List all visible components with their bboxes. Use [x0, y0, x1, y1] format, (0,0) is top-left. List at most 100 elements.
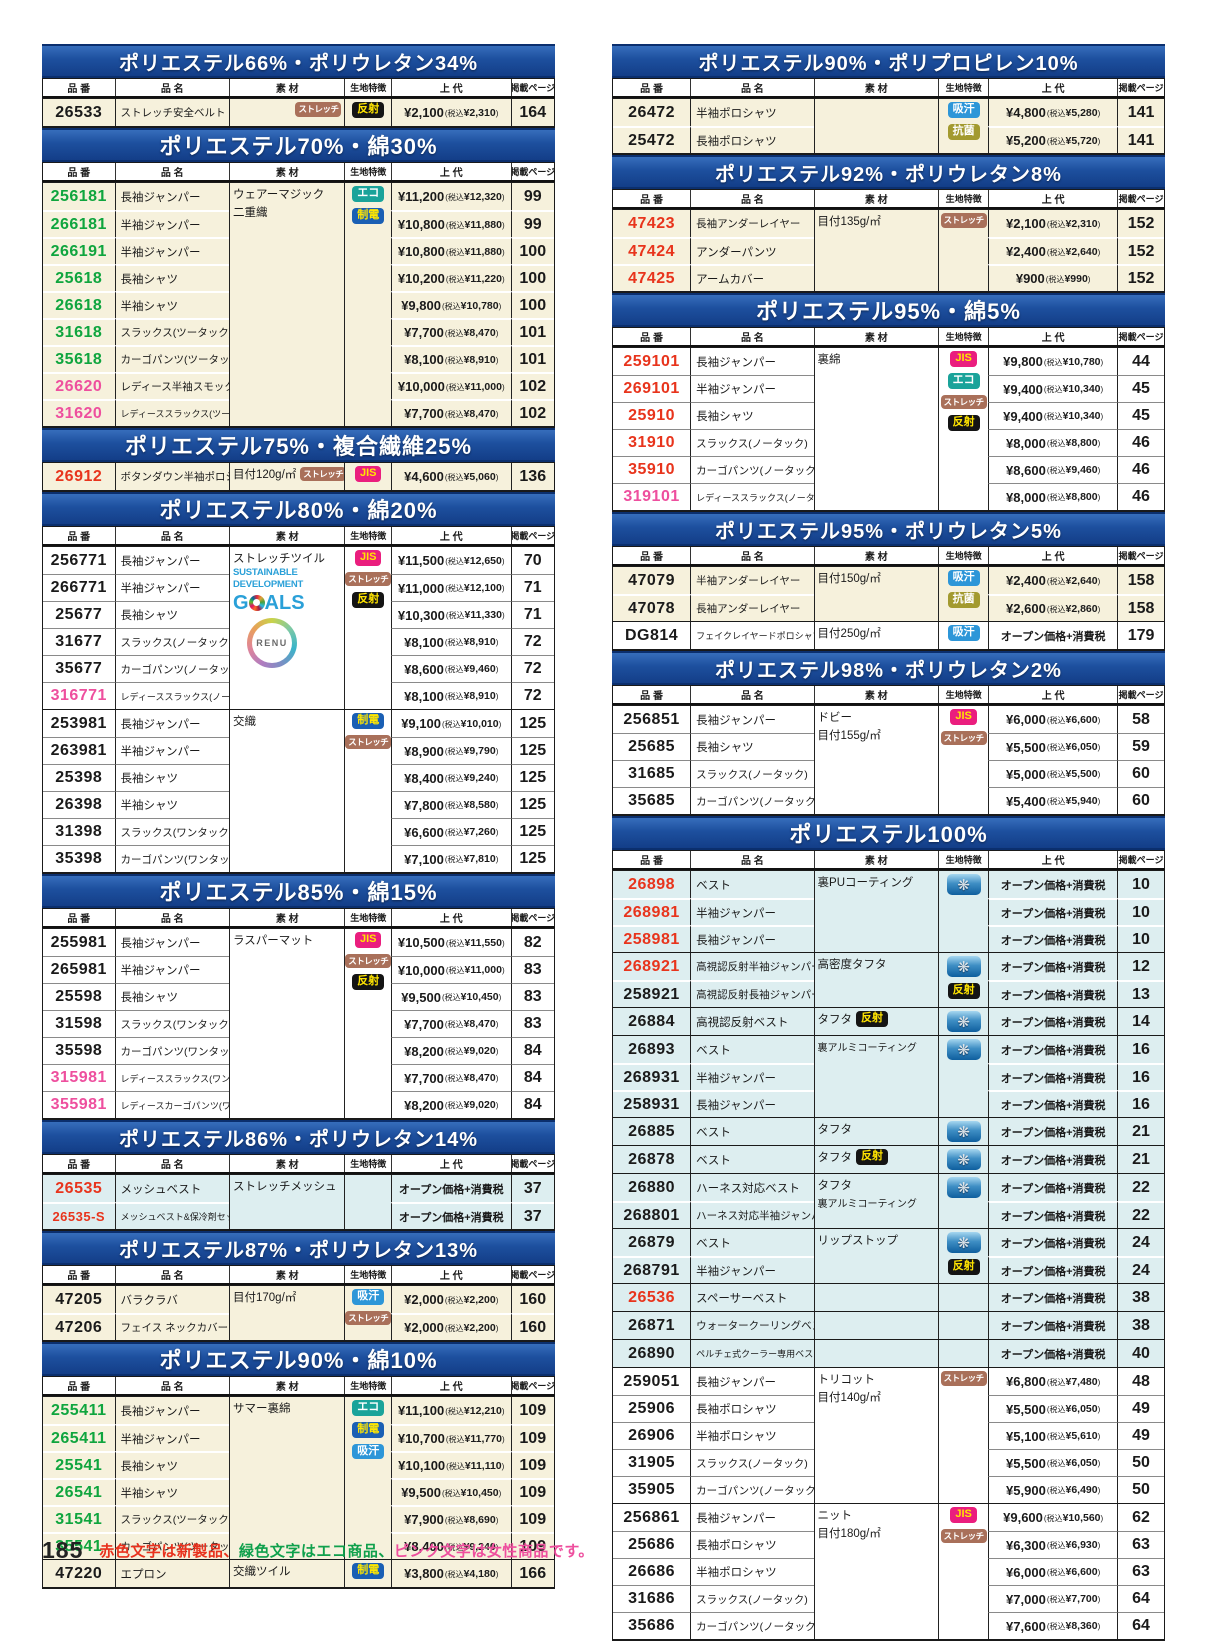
product-code: 25598	[43, 983, 115, 1010]
product-name: スペーサーベスト	[690, 1284, 814, 1311]
price-tax-included: (税込¥6,600)	[1046, 713, 1101, 726]
product-group: 目付150g/㎡ 吸汗 抗菌 47079 半袖アンダーレイヤー ¥2,400 (税込¥2,6…	[612, 566, 1165, 621]
product-code: 315981	[43, 1064, 115, 1091]
product-group: 26536 スペーサーベスト オープン価格+消費税 38	[612, 1283, 1165, 1311]
open-price-text: オープン価格+消費税	[1000, 934, 1106, 947]
column-header: 品 名	[690, 851, 813, 868]
stretch-badge: ストレッチ	[295, 102, 342, 117]
product-name: ベスト	[690, 1146, 814, 1173]
product-code: 31905	[613, 1449, 691, 1476]
product-name: カーゴパンツ(ノータック)	[690, 456, 814, 483]
product-code: 26885	[613, 1118, 691, 1145]
product-group: 目付250g/㎡ 吸汗 DG814 フェイクレイヤードポロシャツ オープン価格+消費税 1…	[612, 621, 1165, 651]
legend-segment: 緑色文字はエコ商品、	[238, 1543, 394, 1560]
product-name: カーゴパンツ(ノータック)	[690, 787, 814, 814]
price-cell: ¥9,100 (税込¥10,010)	[390, 710, 511, 737]
material-text: タフタ 反射	[818, 1011, 936, 1027]
table-header-row: 品 番 品 名素 材生地特徴上 代掲載ページ	[612, 189, 1165, 209]
product-name: レディーススラックス(ワンタック)	[114, 1064, 229, 1091]
product-group: サマー裏綿 エコ 制電 吸汗 255411 長袖ジャンパー ¥11,100 (税込¥12,21…	[42, 1396, 555, 1559]
sdg-goals-g: G	[232, 591, 249, 614]
price-main: ¥7,700	[404, 1070, 444, 1086]
product-name: 長袖シャツ	[690, 402, 814, 429]
material-line: ストレッチメッシュ	[232, 1181, 337, 1193]
price-tax-amount: ¥9,240	[463, 1540, 496, 1553]
product-name: 高視認反射長袖ジャンパー	[690, 980, 814, 1007]
price-main: ¥7,800	[404, 797, 444, 813]
sdg-logo-text: DEVELOPMENT	[232, 579, 304, 591]
product-name: 長袖シャツ	[114, 764, 229, 791]
product-name: 長袖シャツ	[114, 601, 229, 628]
page-number-cell: 160	[510, 1313, 554, 1340]
product-name: 半袖シャツ	[114, 291, 229, 318]
material-line: 裏PUコーティング	[817, 877, 914, 889]
price-tax-included: (税込¥11,110)	[446, 1459, 505, 1472]
column-header: 素 材	[813, 686, 939, 703]
column-header: 上 代	[390, 79, 511, 96]
price-main: ¥9,100	[401, 716, 441, 731]
product-code: 47425	[613, 264, 691, 291]
price-main: ¥9,600	[1003, 1510, 1043, 1525]
price-cell: ¥5,400 (税込¥5,940)	[988, 787, 1118, 814]
product-table: ポリエステル80%・綿20% 品 番 品 名素 材生地特徴上 代掲載ページ ストレッチ…	[42, 492, 555, 874]
product-group: リップストップ ❋ 反射 26879 ベスト オープン価格+消費税 24 268791 半袖ジャ…	[612, 1228, 1165, 1283]
product-code: 255981	[43, 929, 115, 956]
price-tax-included: (税込¥6,050)	[1046, 741, 1101, 753]
sweat-absorbing-badge: 吸汗	[352, 1443, 385, 1460]
product-code: 258921	[613, 980, 691, 1007]
product-code: 35910	[613, 456, 691, 483]
page-number-cell: 60	[1117, 787, 1164, 814]
material-line: ニット	[817, 1510, 853, 1522]
open-price-text: オープン価格+消費税	[1000, 1182, 1106, 1195]
price-tax-included: (税込¥11,220)	[445, 272, 505, 285]
price-cell: ¥11,100 (税込¥12,210)	[390, 1397, 511, 1424]
product-group: ラスパーマット JIS ストレッチ 反射 255981 長袖ジャンパー ¥10,500 (税込…	[42, 928, 555, 1120]
fabric-feature-badges: 吸汗	[938, 622, 989, 649]
column-header: 品 番	[67, 1160, 91, 1171]
product-name: フェイス ネックカバー	[114, 1313, 229, 1340]
price-tax-included: (税込¥8,580)	[444, 799, 499, 811]
price-tax-included: (税込¥11,880)	[445, 245, 505, 258]
material-line: サマー裏綿	[232, 1403, 291, 1415]
material-text: 目付170g/㎡	[233, 1289, 341, 1305]
column-header: 生地特徴	[344, 1155, 391, 1172]
product-code: 26912	[43, 463, 115, 490]
product-code: 31685	[613, 760, 691, 787]
column-header: 素 材	[228, 909, 344, 926]
fabric-feature-badges: ❋	[938, 871, 989, 952]
material-line: 二重織	[232, 207, 268, 219]
column-header: 品 名	[114, 79, 229, 96]
price-cell: オープン価格+消費税	[988, 1201, 1118, 1228]
price-tax-included: (税込¥5,500)	[1046, 768, 1101, 780]
price-tax-amount: ¥7,480	[1065, 1375, 1098, 1388]
product-name: 長袖ジャンパー	[690, 925, 814, 952]
antistatic-badge: 制電	[352, 713, 385, 729]
material-cell	[813, 1284, 939, 1311]
product-name: スラックス(ノータック)	[690, 1585, 814, 1612]
sweat-absorbing-badge: 吸汗	[352, 1289, 385, 1305]
product-name: アンダーパンツ	[690, 237, 814, 264]
jis-badge: JIS	[950, 1507, 977, 1523]
price-tax-included: (税込¥2,640)	[1046, 245, 1101, 258]
product-name: 長袖シャツ	[114, 264, 229, 291]
price-tax-amount: ¥9,790	[463, 745, 496, 757]
page-number-cell: 166	[510, 1560, 554, 1587]
page-number-cell: 49	[1117, 1395, 1164, 1422]
price-cell: オープン価格+消費税	[988, 622, 1118, 649]
product-name: メッシュベスト	[114, 1175, 229, 1202]
product-code: 319101	[613, 483, 691, 510]
product-table: ポリエステル66%・ポリウレタン34% 品 番 品 名素 材生地特徴上 代掲載ページ…	[42, 44, 555, 128]
price-tax-included: (税込¥7,260)	[444, 826, 499, 838]
page-number-cell: 109	[510, 1532, 554, 1559]
product-code: 253981	[43, 710, 115, 737]
price-main: ¥7,000	[1006, 1591, 1046, 1607]
product-name: スラックス(ツータック)	[114, 1505, 229, 1532]
price-tax-included: (税込¥11,000)	[445, 964, 505, 976]
product-code: 259051	[613, 1368, 691, 1395]
price-cell: ¥7,700 (税込¥8,470)	[390, 1064, 511, 1091]
page-number-cell: 99	[510, 183, 554, 210]
price-main: ¥10,200	[397, 271, 445, 286]
product-code: 31677	[43, 628, 115, 655]
stretch-badge: ストレッチ	[940, 1371, 987, 1386]
price-cell: ¥6,000 (税込¥6,600)	[988, 706, 1118, 733]
